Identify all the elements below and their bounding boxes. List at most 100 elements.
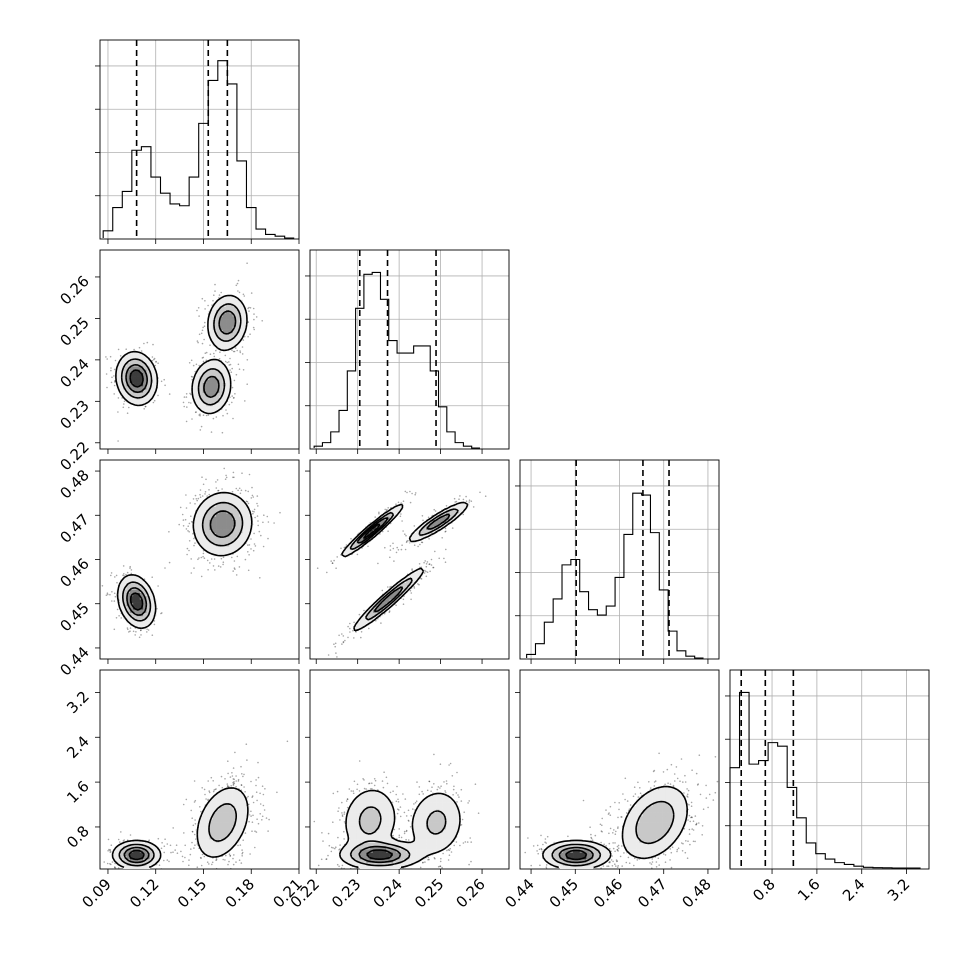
density-cell (573, 855, 577, 860)
density-cell (655, 792, 660, 797)
density-cell (216, 392, 220, 397)
density-cell (209, 506, 214, 511)
density-cell (376, 605, 380, 610)
density-cell (139, 852, 144, 857)
density-cell (359, 862, 364, 866)
density-cell (409, 852, 414, 857)
axes-frame (99, 249, 300, 450)
scatter-point (470, 841, 473, 843)
density-cell (226, 809, 230, 813)
density-cell (363, 819, 367, 823)
scatter-point (213, 558, 216, 560)
scatter-point (392, 547, 395, 550)
density-cell (665, 842, 670, 847)
scatter-point (119, 355, 122, 357)
density-cell (659, 789, 663, 794)
density-cell (373, 792, 377, 797)
scatter-point (397, 798, 399, 801)
scatter-point (199, 429, 202, 431)
density-cell (429, 839, 434, 843)
scatter-point (600, 867, 602, 869)
scatter-point (113, 384, 116, 387)
scatter-point (190, 515, 192, 517)
density-cell (143, 602, 147, 607)
scatter-point (625, 861, 628, 864)
density-cell (356, 829, 361, 833)
density-cell (206, 369, 210, 374)
density-cell (606, 849, 610, 853)
density-cell (439, 519, 443, 524)
scatter-point (617, 850, 619, 852)
density-cell (242, 805, 247, 810)
density-cell (126, 385, 131, 390)
scatter-point (594, 834, 597, 837)
density-cell (626, 835, 630, 840)
scatter-point (439, 787, 441, 789)
density-cell (563, 842, 567, 847)
density-cell (232, 339, 237, 344)
density-cell (229, 506, 233, 511)
scatter-point (194, 819, 196, 821)
scatter-point (397, 808, 399, 810)
density-cell (146, 369, 151, 374)
density-cell (229, 319, 233, 324)
density-cell (659, 842, 663, 847)
density-cell (242, 506, 247, 511)
scatter-point (648, 781, 650, 783)
density-cell (412, 845, 417, 850)
density-cell (632, 842, 637, 847)
density-cell (239, 516, 243, 520)
scatter-point (113, 592, 116, 595)
density-cell (662, 792, 667, 797)
density-cell (209, 829, 214, 833)
scatter-point (117, 397, 120, 399)
scatter-point (182, 803, 185, 806)
density-cell (202, 526, 207, 530)
density-cell (216, 299, 220, 304)
density-cell (149, 599, 154, 603)
scatter-point (155, 361, 157, 363)
density-cell (232, 319, 237, 324)
density-cell (206, 503, 210, 507)
scatter-point (222, 858, 224, 861)
density-cell (239, 526, 243, 530)
scatter-point (687, 789, 690, 792)
density-cell (452, 832, 457, 837)
scatter-point (205, 414, 208, 417)
density-cell (199, 845, 204, 850)
histogram-step (526, 492, 704, 659)
density-cell (219, 546, 224, 550)
density-cell (359, 845, 364, 850)
scatter-point (128, 631, 130, 633)
density-cell (419, 825, 424, 830)
scatter-point (240, 765, 242, 768)
scatter-point (407, 809, 410, 812)
scatter-point (151, 356, 154, 358)
density-cell (202, 809, 207, 813)
scatter-point (437, 865, 440, 868)
scatter-point (113, 393, 115, 395)
scatter-point (247, 307, 249, 310)
density-cell (226, 805, 230, 810)
x-tick-label: 0.47 (634, 875, 670, 911)
density-cell (455, 822, 460, 827)
density-cell (655, 802, 660, 807)
scatter-point (670, 763, 673, 766)
histogram-panel-2 (515, 459, 720, 664)
scatter-point (157, 585, 159, 587)
scatter-point (200, 575, 203, 578)
scatter-point (621, 816, 623, 818)
scatter-point (123, 573, 125, 575)
density-cell (139, 369, 144, 374)
scatter-point (232, 778, 235, 780)
scatter-point (422, 861, 424, 864)
scatter-point (111, 591, 113, 593)
density-cell (406, 576, 410, 580)
density-cell (226, 513, 230, 517)
density-cell (219, 849, 224, 853)
density-cell (126, 369, 131, 374)
density-cell (212, 499, 217, 504)
scatter-point (388, 610, 391, 612)
density-cell (649, 796, 653, 800)
density-cell (363, 842, 367, 847)
